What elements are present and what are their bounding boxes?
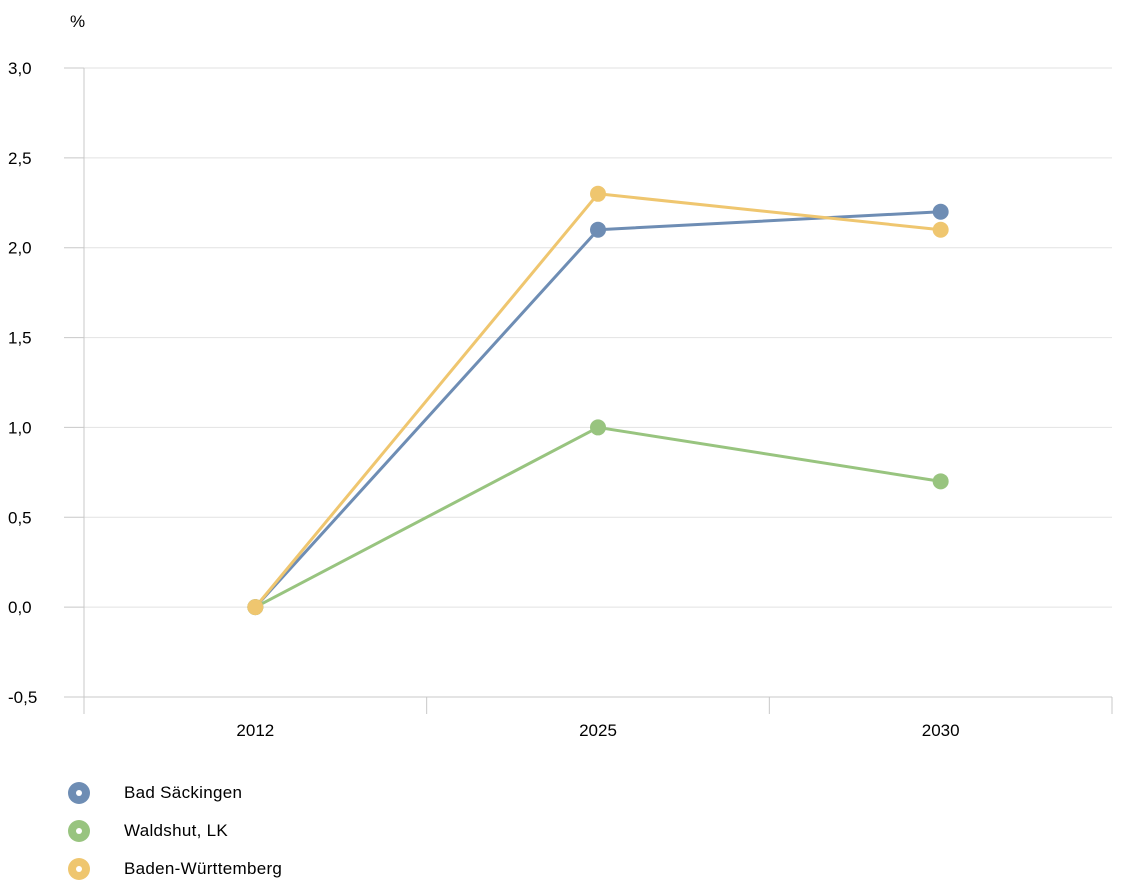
data-point [590, 185, 606, 202]
legend-item-bad-saeckingen[interactable]: Bad Säckingen [68, 782, 282, 804]
legend-label: Waldshut, LK [124, 821, 229, 840]
data-point [932, 221, 949, 238]
series-line [254, 192, 941, 609]
gridlines [84, 67, 1112, 608]
x-tick-labels: 2012 2025 2030 [236, 721, 959, 740]
data-point [247, 599, 264, 616]
data-point [932, 473, 949, 490]
y-tick-label: 1,5 [8, 329, 32, 348]
legend-marker-icon [68, 782, 90, 804]
x-tick-label: 2030 [922, 721, 960, 740]
y-tick-labels: 3,0 2,5 2,0 1,5 1,0 0,5 0,0 -0,5 [8, 59, 37, 707]
y-tick-label: 0,0 [8, 598, 32, 617]
legend-label: Bad Säckingen [124, 783, 243, 802]
y-tick-label: 2,0 [8, 239, 32, 258]
y-unit-label: % [70, 12, 85, 31]
legend-label: Baden-Württemberg [124, 859, 283, 878]
x-tick-label: 2025 [579, 721, 617, 740]
y-tick-label: -0,5 [8, 688, 37, 707]
legend-item-waldshut[interactable]: Waldshut, LK [68, 820, 282, 842]
y-tick-label: 1,0 [8, 418, 32, 437]
line-chart: % 3,0 2,5 2,0 1,5 1,0 0,5 0,0 -0,5 2012 2025 2030 [8, 12, 1113, 740]
y-tick-label: 3,0 [8, 59, 32, 78]
legend-marker-icon [68, 858, 90, 880]
y-tick-label: 0,5 [8, 508, 32, 527]
legend: Bad Säckingen Waldshut, LK Baden-Württem… [68, 782, 282, 896]
series-line [254, 210, 941, 609]
legend-marker-icon [68, 820, 90, 842]
legend-item-baden-wuerttemberg[interactable]: Baden-Württemberg [68, 858, 282, 880]
x-tick-label: 2012 [236, 721, 274, 740]
y-tick-label: 2,5 [8, 149, 32, 168]
axes [64, 67, 1113, 714]
series-points [247, 185, 949, 616]
data-point [590, 419, 606, 436]
data-point [590, 221, 606, 238]
series-lines [254, 192, 941, 609]
data-point [932, 203, 949, 220]
